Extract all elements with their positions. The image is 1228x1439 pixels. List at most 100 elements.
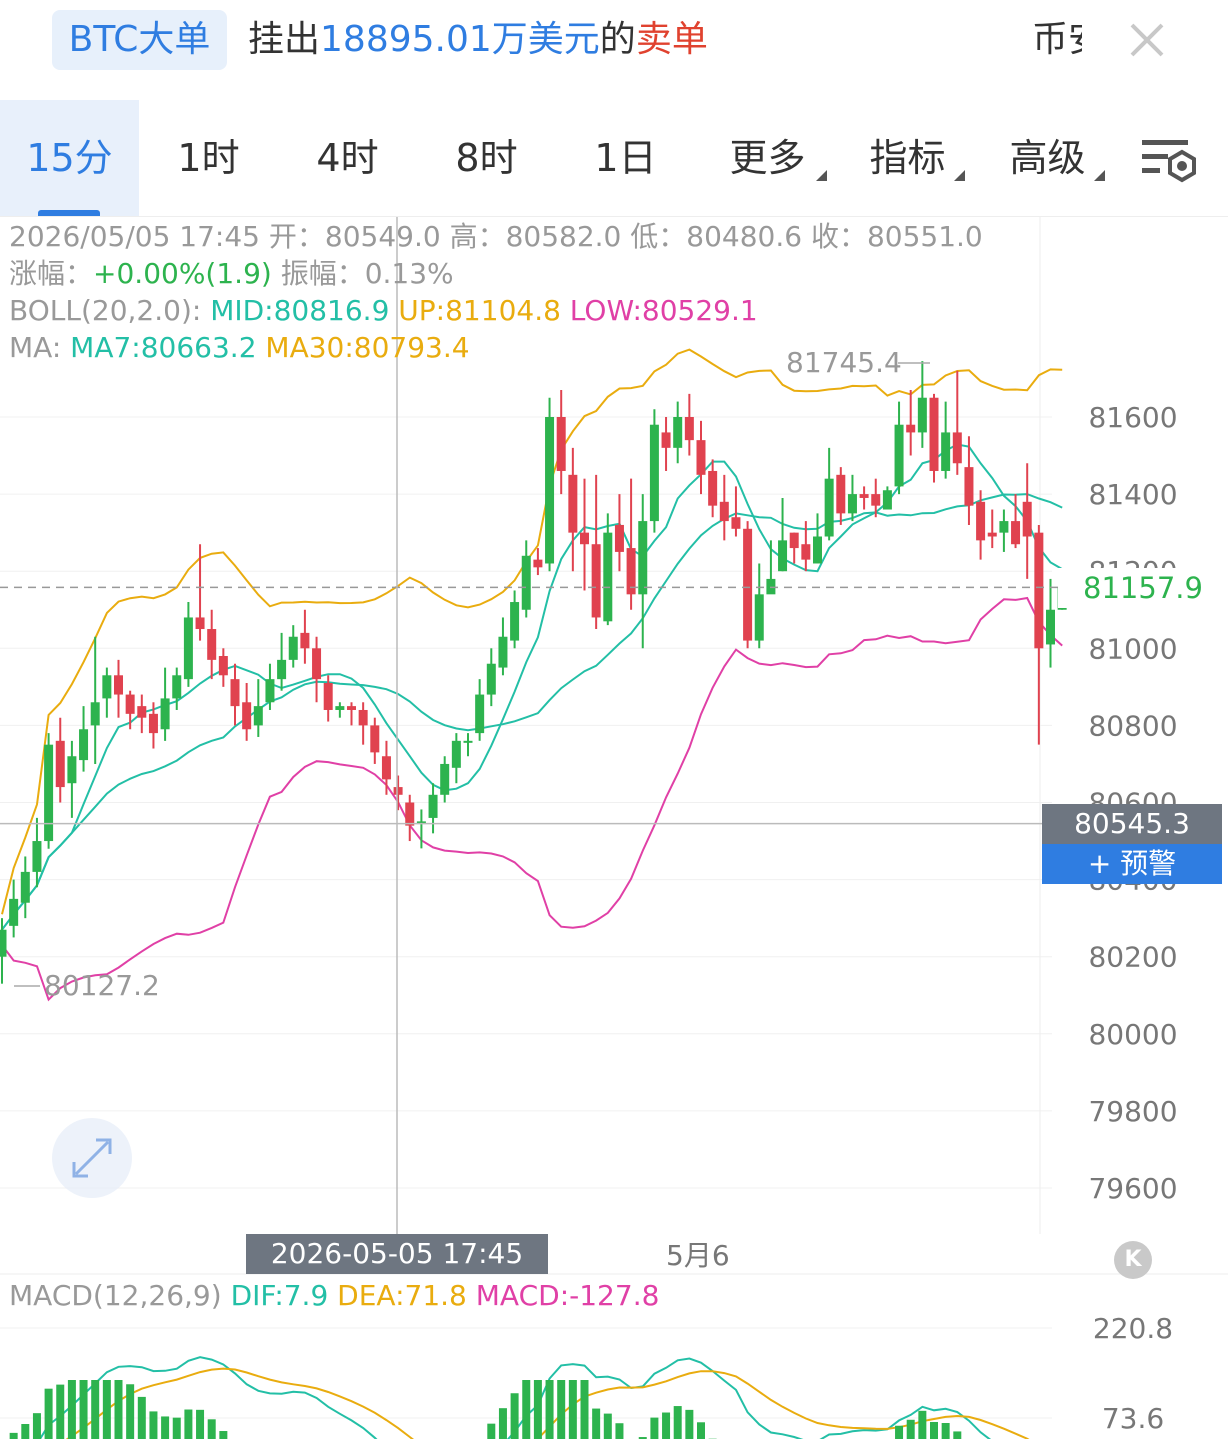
candle-body [1011,521,1021,545]
ma7: MA7:80663.2 [70,331,257,364]
candle-body [964,467,974,506]
macd-histogram-bar [126,1384,135,1439]
candle-body [114,675,123,695]
chart-grid [0,217,1228,1275]
macd-histogram-bar [918,1410,927,1439]
tab-label: 1时 [177,136,240,180]
candle-body [381,756,391,780]
tab-advanced[interactable]: 高级 [980,100,1115,216]
candle-body [1046,609,1055,645]
boll-low: LOW:80529.1 [560,294,758,327]
macd-histogram-bar [149,1411,158,1439]
candle-body [67,756,77,784]
tab-4h[interactable]: 4时 [278,100,417,216]
tab-indicators[interactable]: 指标 [840,100,975,216]
candle-body [533,559,543,568]
banner-mid: 的 [599,19,636,60]
macd-histogram-bar [545,1380,554,1439]
candle-body [242,702,252,730]
timeframe-tabs: 15分 1时 4时 8时 1日 更多 指标 高级 [0,100,1228,217]
candle-body [824,478,834,537]
candle-body [917,397,927,433]
boll-line: BOLL(20,2.0): MID:80816.9 UP:81104.8 LOW… [9,292,983,329]
tab-1d[interactable]: 1日 [556,100,695,216]
candle-body [79,729,89,761]
candle-body [440,763,450,795]
macd-histogram-bar [557,1380,566,1439]
candle-body [9,898,19,926]
candle-body [894,424,904,487]
chart-settings-icon[interactable] [1140,136,1200,186]
candle-body [183,617,193,680]
macd-histogram-bar [32,1413,41,1439]
macd-panel: 220.8 73.6 [0,1312,1173,1439]
macd-histogram-bar [580,1380,589,1439]
candle-body [416,821,426,824]
candle-body [906,424,916,433]
candle-body [358,709,368,726]
dropdown-arrow-icon [816,170,827,181]
candle-body [323,682,333,710]
candle-body [836,474,846,514]
macd-histogram-bar [953,1431,962,1439]
crosshair-price-label: 80545.3 [1042,804,1222,844]
macd-histogram-bar [102,1380,111,1439]
candle-body [638,521,648,595]
candle-body [463,740,473,743]
expand-icon[interactable] [52,1118,132,1198]
candle-body [335,706,345,710]
candle-body [300,632,310,649]
tab-more[interactable]: 更多 [700,100,835,216]
tab-label: 更多 [729,136,806,180]
candle-body [789,532,799,549]
candle-body [55,740,65,788]
kline-chart[interactable]: 8160081400812008100080800806008040080200… [0,217,1228,1439]
macd-histogram-bar [67,1380,76,1439]
macd-histogram-bar [510,1393,519,1439]
tab-8h[interactable]: 8时 [417,100,556,216]
macd-value: MACD:-127.8 [466,1279,660,1312]
macd-dif: DIF:7.9 [230,1279,329,1312]
add-alert-button[interactable]: + 预警 [1042,844,1222,884]
ma30: MA30:80793.4 [256,331,470,364]
candle-body [591,544,601,618]
macd-histogram-bar [161,1416,170,1439]
macd-histogram-bar [568,1380,577,1439]
candle-body [719,501,729,522]
candle-body [696,440,706,475]
candle-body [32,841,42,872]
macd-histogram-bar [114,1380,123,1439]
macd-histogram-bar [522,1380,531,1439]
macd-histogram-bar [662,1412,671,1439]
candle-body [230,679,240,707]
candle-body [708,470,718,506]
tab-label: 高级 [1009,136,1086,180]
candle-body [20,871,30,903]
dropdown-arrow-icon [1094,170,1105,181]
tab-label: 1日 [594,136,657,180]
notification-banner[interactable]: BTC大单 挂出18895.01万美元的卖单 币安 [0,0,1228,100]
price-axis-label: 80200 [1088,941,1177,974]
candle-body [999,521,1009,533]
kline-toggle-button[interactable]: K [1114,1241,1152,1279]
tab-label: 15分 [26,136,113,180]
chart-markers: 81745.4 80127.2 [0,217,1060,1234]
banner-order-type: 卖单 [635,19,708,60]
boll-lower-line [1,596,1063,1002]
macd-info: MACD(12,26,9) DIF:7.9 DEA:71.8 MACD:-127… [9,1277,659,1314]
tab-1h[interactable]: 1时 [139,100,278,216]
candle-body [405,802,415,826]
candle-body [568,474,578,533]
macd-histogram-bar [533,1380,542,1439]
macd-histogram-bar [21,1424,30,1439]
candle-body [521,555,531,610]
candle-body [125,694,135,714]
tab-15m[interactable]: 15分 [0,100,139,216]
candle-body [684,417,694,441]
close-icon[interactable] [1122,14,1172,66]
tab-label: 8时 [455,136,518,180]
macd-histogram-bar [650,1417,659,1439]
ma7-line [1,443,1063,931]
candle-body [976,501,986,541]
macd-histogram-bar [592,1408,601,1439]
